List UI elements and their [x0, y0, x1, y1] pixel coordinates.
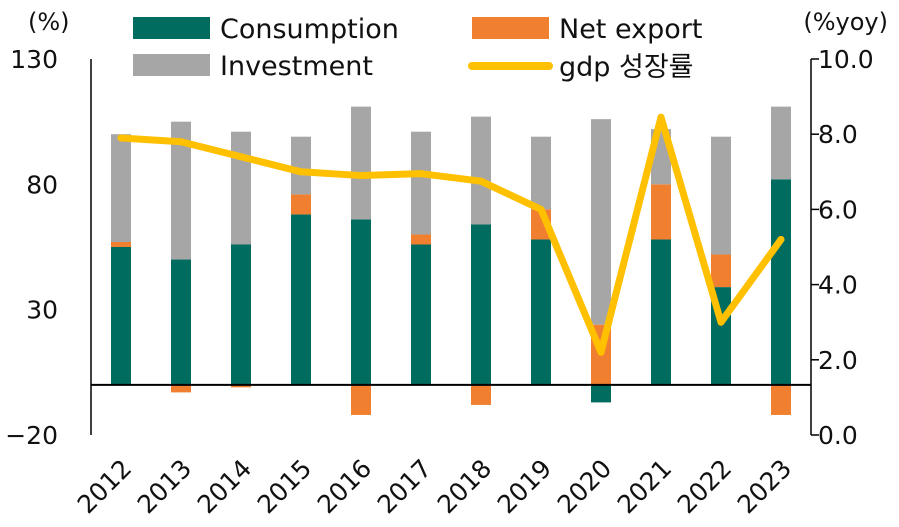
bar-net-export-2022: [711, 254, 731, 288]
bar-net-export-2017: [411, 234, 431, 245]
legend-label-gdp-growth: gdp 성장률: [559, 52, 694, 83]
gdp-point-2017: [417, 170, 425, 178]
x-tick-label: 2015: [252, 454, 317, 519]
bar-investment-2015: [291, 136, 311, 195]
right-tick-label: 6.0: [818, 195, 858, 224]
gdp-point-2018: [477, 177, 485, 185]
legend-swatch-net-export: [472, 17, 549, 39]
right-tick-label: 10.0: [818, 45, 874, 74]
gdp-point-2014: [237, 153, 245, 161]
bar-net-export-2013: [171, 384, 191, 393]
gdp-point-2021: [657, 113, 665, 121]
gdp-point-2022: [717, 318, 725, 326]
gdp-growth-line: [117, 113, 785, 356]
bar-investment-2022: [711, 136, 731, 255]
gdp-point-2016: [357, 172, 365, 180]
x-tick-label: 2020: [552, 454, 617, 519]
gdp-point-2019: [537, 205, 545, 213]
bar-consumption-2014: [231, 244, 251, 385]
legend-swatch-consumption: [133, 17, 210, 39]
bar-consumption-2018: [471, 224, 491, 385]
bar-consumption-2013: [171, 259, 191, 385]
right-axis-unit: (%yoy): [803, 8, 888, 36]
x-tick-label: 2013: [132, 454, 197, 519]
bar-investment-2012: [111, 134, 131, 242]
x-tick-label: 2017: [372, 454, 437, 519]
x-tick-label: 2012: [72, 454, 137, 519]
left-tick-label: 30: [26, 296, 58, 325]
bar-investment-2020: [591, 119, 611, 325]
tick-labels: −2030801300.02.04.06.08.010.020122013201…: [5, 45, 873, 519]
x-tick-label: 2016: [312, 454, 377, 519]
bar-net-export-2018: [471, 384, 491, 405]
bar-net-export-2021: [651, 184, 671, 240]
legend-label-consumption: Consumption: [220, 14, 399, 45]
bar-investment-2019: [531, 136, 551, 210]
axes: [90, 58, 819, 436]
bar-net-export-2012: [111, 241, 131, 247]
right-tick-label: 2.0: [818, 346, 858, 375]
bar-investment-2023: [771, 106, 791, 180]
legend-label-net-export: Net export: [559, 14, 702, 45]
bar-investment-2018: [471, 116, 491, 225]
bar-investment-2016: [351, 106, 371, 220]
legend-swatch-investment: [133, 54, 210, 76]
bar-consumption-2015: [291, 214, 311, 385]
x-tick-label: 2014: [192, 454, 257, 519]
bar-investment-2013: [171, 121, 191, 260]
right-tick-label: 0.0: [818, 421, 858, 450]
bar-net-export-2014: [231, 384, 251, 388]
x-tick-label: 2021: [612, 454, 677, 519]
gdp-point-2012: [117, 134, 125, 142]
left-axis-unit: (%): [28, 8, 70, 36]
bar-investment-2017: [411, 131, 431, 235]
x-tick-label: 2023: [732, 454, 797, 519]
bar-consumption-2019: [531, 239, 551, 385]
legend-label-investment: Investment: [220, 51, 373, 82]
right-tick-label: 4.0: [818, 271, 858, 300]
right-tick-label: 8.0: [818, 120, 858, 149]
gdp-line-layer: [117, 113, 785, 356]
bar-consumption-2017: [411, 244, 431, 385]
gdp-point-2023: [777, 235, 785, 243]
gdp-point-2015: [297, 168, 305, 176]
bar-consumption-2021: [651, 239, 671, 385]
legend: Consumption Net export Investment gdp 성장…: [133, 14, 702, 83]
bar-net-export-2015: [291, 194, 311, 215]
gdp-point-2013: [177, 138, 185, 146]
left-tick-label: 130: [10, 45, 58, 74]
gdp-point-2020: [597, 348, 605, 356]
x-tick-label: 2019: [492, 454, 557, 519]
bar-consumption-2023: [771, 179, 791, 385]
bar-consumption-2012: [111, 247, 131, 385]
bar-consumption-2020: [591, 384, 611, 403]
x-tick-label: 2018: [432, 454, 497, 519]
left-tick-label: −20: [5, 421, 58, 450]
bar-consumption-2016: [351, 219, 371, 385]
bar-net-export-2023: [771, 384, 791, 415]
left-tick-label: 80: [26, 170, 58, 199]
bar-investment-2014: [231, 131, 251, 245]
bar-net-export-2016: [351, 384, 371, 415]
x-tick-label: 2022: [672, 454, 737, 519]
